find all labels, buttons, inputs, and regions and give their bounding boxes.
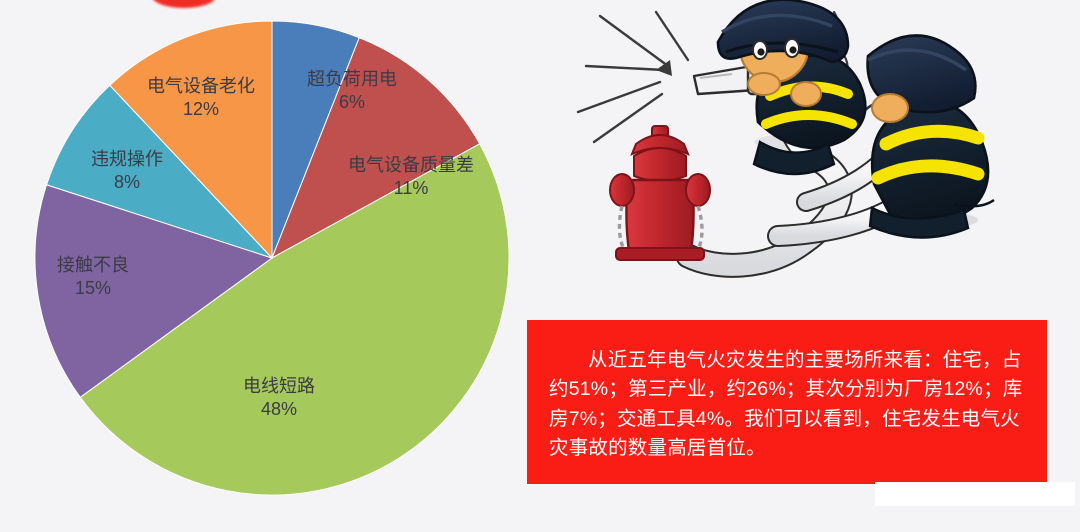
- callout-paragraph: 从近五年电气火灾发生的主要场所来看：住宅，占约51%；第三产业，约26%；其次分…: [549, 349, 1023, 459]
- pie-label-bad-contact-text: 接触不良: [57, 255, 129, 275]
- pie-slice: [109, 20, 273, 260]
- pie-label-illegal-operation: 违规操作 8%: [91, 148, 163, 194]
- pie-label-poor-quality-text: 电气设备质量差: [348, 155, 474, 175]
- fire-hydrant-icon: [609, 125, 711, 261]
- pie-slice: [34, 184, 274, 399]
- action-lines-icon: [576, 10, 690, 144]
- pie-label-overload: 超负荷用电 6%: [307, 68, 397, 114]
- pie-label-aging-equipment-text: 电气设备老化: [147, 76, 255, 96]
- firefighter-front: [716, 0, 867, 176]
- pie-label-aging-equipment-value: 12%: [182, 99, 220, 120]
- pie-slice-group: [34, 20, 510, 496]
- firefighter-illustration-svg: [576, 0, 995, 278]
- pie-label-overload-text: 超负荷用电: [307, 69, 397, 89]
- pie-chart-svg: [34, 20, 510, 496]
- pie-label-short-circuit-text: 电线短路: [243, 376, 315, 396]
- top-cutoff-red-arc: [152, 0, 216, 8]
- pie-label-illegal-operation-text: 违规操作: [91, 149, 163, 169]
- pie-slice: [45, 84, 273, 259]
- pie-label-bad-contact: 接触不良 15%: [57, 254, 129, 300]
- pie-label-bad-contact-value: 15%: [74, 278, 112, 299]
- pie-label-short-circuit-value: 48%: [260, 399, 298, 420]
- pie-label-poor-quality-value: 11%: [393, 178, 429, 199]
- pie-label-poor-quality: 电气设备质量差 11%: [348, 154, 474, 200]
- pie-label-overload-value: 6%: [338, 92, 365, 113]
- pie-slice: [79, 143, 510, 496]
- firefighter-illustration: [556, 0, 1080, 304]
- pie-label-illegal-operation-value: 8%: [113, 172, 140, 193]
- pie-label-short-circuit: 电线短路 48%: [243, 375, 315, 421]
- bottom-right-white-strip: [875, 482, 1075, 506]
- red-callout-box: 从近五年电气火灾发生的主要场所来看：住宅，占约51%；第三产业，约26%；其次分…: [527, 320, 1047, 484]
- firefighter-back: [861, 34, 995, 239]
- pie-slice: [271, 36, 481, 260]
- pie-label-aging-equipment: 电气设备老化 12%: [147, 75, 255, 121]
- pie-chart: 超负荷用电 6% 电气设备质量差 11% 电线短路 48% 接触不良 15% 违…: [34, 20, 510, 496]
